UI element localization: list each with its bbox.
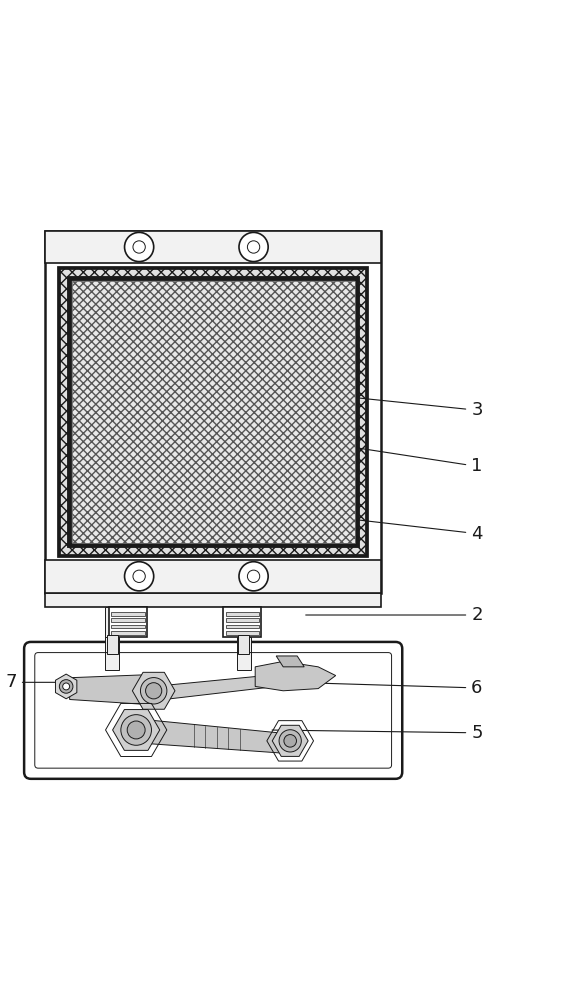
Text: 6: 6 [295, 679, 482, 697]
Circle shape [121, 715, 151, 745]
Circle shape [284, 735, 296, 747]
Circle shape [247, 241, 260, 253]
Circle shape [247, 570, 260, 582]
Polygon shape [272, 725, 308, 756]
Circle shape [279, 730, 301, 752]
Bar [237, 607, 251, 641]
Polygon shape [140, 719, 294, 754]
Circle shape [59, 680, 73, 693]
Bar [237, 637, 251, 670]
Text: 7: 7 [6, 673, 90, 691]
Bar [111, 625, 145, 628]
Polygon shape [56, 674, 77, 699]
Bar [107, 635, 118, 654]
Text: 4: 4 [334, 517, 482, 543]
Text: 3: 3 [236, 385, 482, 419]
FancyBboxPatch shape [24, 642, 402, 779]
Circle shape [133, 241, 145, 253]
Bar [226, 625, 259, 628]
Circle shape [239, 232, 268, 262]
Bar [111, 631, 145, 635]
Bar [105, 607, 119, 641]
Polygon shape [276, 656, 304, 667]
Circle shape [125, 232, 154, 262]
Bar [45, 231, 381, 263]
Text: 2: 2 [306, 606, 482, 624]
Bar [109, 607, 147, 637]
Polygon shape [255, 661, 335, 691]
Polygon shape [70, 674, 154, 705]
Bar [226, 631, 259, 635]
Polygon shape [154, 676, 276, 699]
Bar [105, 637, 119, 670]
Bar [223, 607, 261, 637]
Polygon shape [132, 672, 175, 709]
Circle shape [140, 678, 167, 704]
Bar [111, 612, 145, 616]
Bar [238, 635, 249, 654]
Bar [59, 268, 367, 556]
Polygon shape [113, 710, 160, 750]
Circle shape [145, 683, 162, 699]
Bar [226, 612, 259, 616]
Bar [45, 560, 381, 593]
Circle shape [133, 570, 145, 582]
Bar [72, 281, 355, 543]
Circle shape [239, 562, 268, 591]
Circle shape [125, 562, 154, 591]
Bar [226, 618, 259, 622]
Bar [69, 278, 357, 545]
Bar [45, 593, 381, 607]
Bar [111, 618, 145, 622]
Circle shape [63, 683, 70, 690]
Bar [45, 231, 381, 593]
Circle shape [127, 721, 145, 739]
Text: 1: 1 [334, 444, 482, 475]
Text: 5: 5 [272, 724, 482, 742]
